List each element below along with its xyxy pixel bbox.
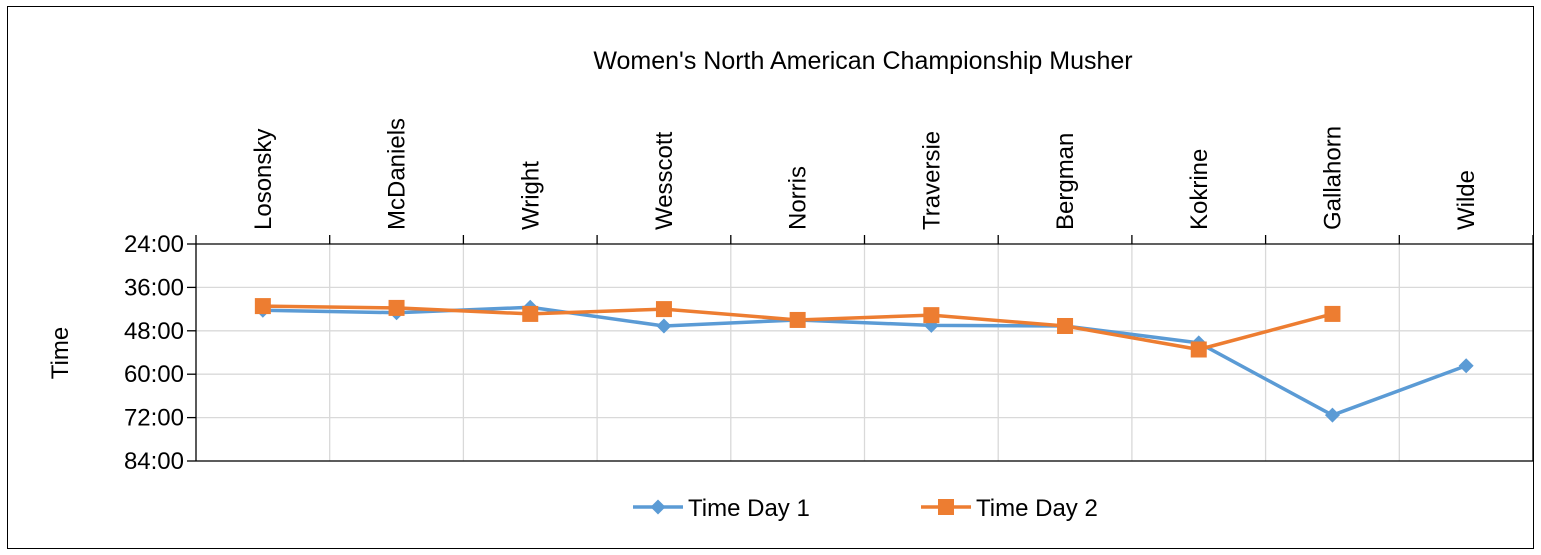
data-point	[923, 307, 940, 324]
x-tick-label: Norris	[785, 166, 812, 230]
chart-area: Losonsky McDaniels Wright Wesscott Norris Tra…	[7, 6, 1534, 549]
legend-marker	[938, 499, 954, 515]
data-point	[656, 318, 672, 334]
legend-item: Time Day 2	[921, 495, 1098, 522]
x-tick-label: McDaniels	[384, 118, 411, 230]
data-point	[388, 299, 405, 316]
legend-label: Time Day 1	[688, 495, 810, 522]
data-point	[522, 305, 539, 322]
x-tick-label: Losonsky	[250, 129, 277, 230]
data-point	[1057, 317, 1074, 334]
y-tick-label: 48:00	[124, 318, 184, 345]
y-tick-label: 72:00	[124, 405, 184, 432]
data-point	[1190, 341, 1207, 358]
y-tick-label: 24:00	[124, 231, 184, 258]
data-point	[1324, 305, 1341, 322]
line-chart: Losonsky McDaniels Wright Wesscott Norris Tra…	[47, 47, 1534, 522]
x-tick-label: Gallahorn	[1319, 126, 1346, 230]
y-tick-label: 36:00	[124, 274, 184, 301]
y-axis-title: Time	[47, 327, 74, 379]
axes	[187, 235, 1534, 462]
y-axis-tick-labels: 24:00 36:00 48:00 60:00 72:00 84:00	[124, 231, 184, 475]
data-series	[254, 298, 1474, 423]
x-tick-label: Wright	[517, 161, 544, 230]
x-tick-label: Wesscott	[651, 131, 678, 230]
legend-item: Time Day 1	[633, 495, 810, 522]
x-tick-label: Traversie	[918, 131, 945, 230]
data-point	[254, 298, 271, 315]
data-point	[655, 301, 672, 318]
x-axis-title: Women's North American Championship Mush…	[593, 47, 1132, 75]
series-time-day-2	[254, 298, 1341, 358]
legend: Time Day 1 Time Day 2	[633, 495, 1098, 522]
data-point	[1458, 358, 1474, 374]
x-tick-label: Wilde	[1453, 170, 1480, 230]
x-tick-label: Bergman	[1052, 133, 1079, 230]
data-point	[789, 311, 806, 328]
x-axis-tick-labels: Losonsky McDaniels Wright Wesscott Norris Tra…	[250, 118, 1480, 230]
legend-label: Time Day 2	[976, 495, 1098, 522]
data-point	[1324, 407, 1340, 423]
y-tick-label: 60:00	[124, 361, 184, 388]
x-tick-label: Kokrine	[1186, 149, 1213, 230]
y-tick-label: 84:00	[124, 448, 184, 475]
gridlines	[196, 244, 1533, 462]
legend-marker	[650, 499, 666, 515]
